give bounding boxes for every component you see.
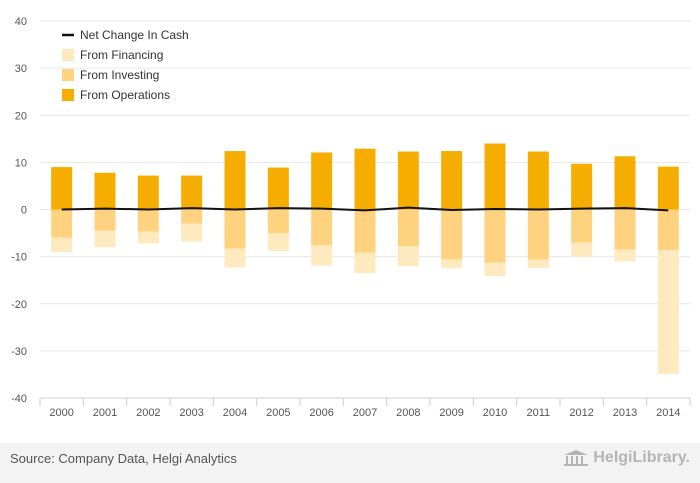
bar-financing [527, 259, 549, 268]
bar-financing [441, 259, 463, 268]
bar-investing [397, 209, 419, 247]
bar-operations [397, 151, 419, 210]
x-tick-label: 2010 [483, 407, 507, 419]
bar-investing [224, 209, 246, 249]
bar-investing [571, 209, 593, 243]
bar-financing [571, 242, 593, 257]
logo-text: HelgiLibrary. [593, 449, 690, 466]
x-tick-label: 2011 [527, 407, 551, 419]
bar-investing [657, 209, 679, 251]
legend-item-net-change: Net Change In Cash [62, 28, 189, 42]
bar-investing [354, 209, 376, 253]
bar-operations [267, 167, 289, 210]
x-tick-label: 2004 [223, 407, 247, 419]
x-tick-label: 2001 [93, 407, 117, 419]
x-tick-label: 2002 [136, 407, 160, 419]
bar-operations [484, 143, 506, 210]
x-tick-label: 2005 [266, 407, 290, 419]
bar-operations [94, 172, 116, 210]
bar-investing [484, 209, 506, 263]
x-tick-label: 2013 [613, 407, 637, 419]
legend-item-investing: From Investing [62, 68, 159, 82]
bar-operations [311, 152, 333, 210]
bar-operations [181, 175, 203, 210]
x-tick-label: 2012 [569, 407, 593, 419]
legend-label-operations: From Operations [80, 88, 170, 102]
bar-investing [614, 209, 636, 250]
y-tick-label: 30 [15, 63, 27, 75]
bar-operations [571, 163, 593, 210]
bar-financing [224, 248, 246, 268]
x-tick-label: 2006 [309, 407, 333, 419]
y-tick-label: -10 [11, 252, 27, 264]
bar-operations [441, 151, 463, 210]
x-axis: 2000 2001 2002 2003 2004 2005 2006 2007 2008 2009… [39, 397, 691, 419]
bar-investing [137, 209, 159, 232]
bar-financing [94, 230, 116, 248]
net-change-line-layer [61, 206, 669, 212]
bar-investing [527, 209, 549, 260]
bar-financing [311, 245, 333, 266]
legend-swatch-investing [62, 69, 74, 81]
bar-financing [267, 233, 289, 251]
bar-financing [484, 262, 506, 276]
bar-financing [181, 223, 203, 242]
bar-investing [267, 209, 289, 234]
bar-investing [94, 209, 116, 231]
bars [51, 143, 679, 374]
legend-item-financing: From Financing [62, 48, 163, 62]
y-tick-label: -40 [11, 393, 27, 405]
x-tick-label: 2014 [656, 407, 680, 419]
legend-item-operations: From Operations [62, 88, 170, 102]
bar-financing [354, 252, 376, 274]
y-tick-label: -20 [11, 299, 27, 311]
y-tick-label: 20 [15, 110, 27, 122]
bar-financing [137, 231, 159, 244]
y-tick-label: 10 [15, 157, 27, 169]
x-tick-label: 2008 [396, 407, 420, 419]
x-tick-label: 2007 [353, 407, 377, 419]
bar-financing [614, 249, 636, 262]
bar-operations [137, 175, 159, 210]
x-tick-label: 2009 [439, 407, 463, 419]
y-axis-tick-labels: 40 30 20 10 0 -10 -20 -30 -40 [11, 16, 27, 405]
bar-investing [311, 209, 333, 246]
bar-financing [397, 246, 419, 267]
legend-label-net-change: Net Change In Cash [80, 28, 189, 42]
net-change-line [61, 206, 669, 212]
bar-financing [51, 237, 73, 252]
y-tick-label: -30 [11, 346, 27, 358]
bar-operations [224, 151, 246, 210]
bar-operations [614, 156, 636, 210]
legend-swatch-financing [62, 49, 74, 61]
legend: Net Change In Cash From Financing From I… [62, 28, 189, 102]
x-tick-label: 2000 [49, 407, 73, 419]
bar-investing [51, 209, 73, 238]
x-tick-label: 2003 [179, 407, 203, 419]
bar-operations [657, 166, 679, 210]
bar-operations [354, 148, 376, 210]
bar-investing [181, 209, 203, 224]
bar-operations [527, 151, 549, 210]
bar-investing [441, 209, 463, 260]
legend-swatch-operations [62, 89, 74, 101]
bar-operations [51, 167, 73, 210]
legend-label-financing: From Financing [80, 48, 163, 62]
y-tick-label: 40 [15, 16, 27, 28]
building-icon [564, 450, 589, 466]
source-text: Source: Company Data, Helgi Analytics [10, 451, 237, 466]
y-tick-label: 0 [21, 205, 27, 217]
bar-financing [657, 250, 679, 374]
helgi-library-logo: HelgiLibrary. [563, 449, 690, 467]
legend-label-investing: From Investing [80, 68, 159, 82]
footer: Source: Company Data, Helgi Analytics He… [0, 443, 700, 483]
